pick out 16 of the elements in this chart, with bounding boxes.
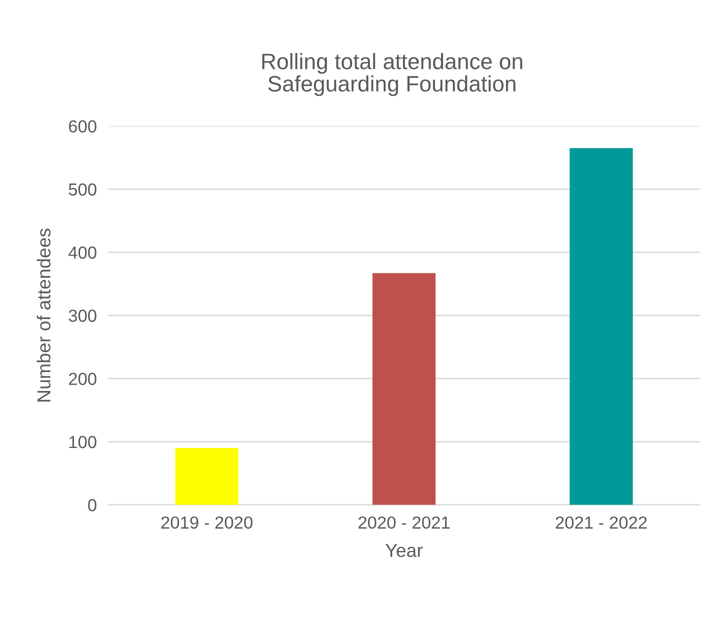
y-tick-label: 500	[68, 183, 96, 196]
x-tick-label: 2019 - 2020	[161, 516, 252, 529]
bar	[175, 448, 238, 505]
y-tick-label: 100	[69, 436, 96, 448]
x-tick-label: 2021 - 2022	[556, 516, 647, 529]
bar	[372, 273, 436, 505]
bar	[570, 148, 633, 505]
x-tick-label: 2020 - 2021	[358, 516, 450, 529]
y-tick-label: 400	[68, 246, 96, 259]
y-tick-label: 0	[88, 499, 96, 512]
chart-title: Rolling total attendance on Safeguarding Foundation	[262, 53, 522, 96]
x-axis-title: Year	[385, 544, 423, 558]
y-tick-label: 300	[68, 310, 96, 322]
y-tick-label: 600	[68, 120, 96, 133]
y-tick-label: 200	[68, 372, 96, 386]
y-axis-title: Number of attendees	[36, 228, 51, 402]
